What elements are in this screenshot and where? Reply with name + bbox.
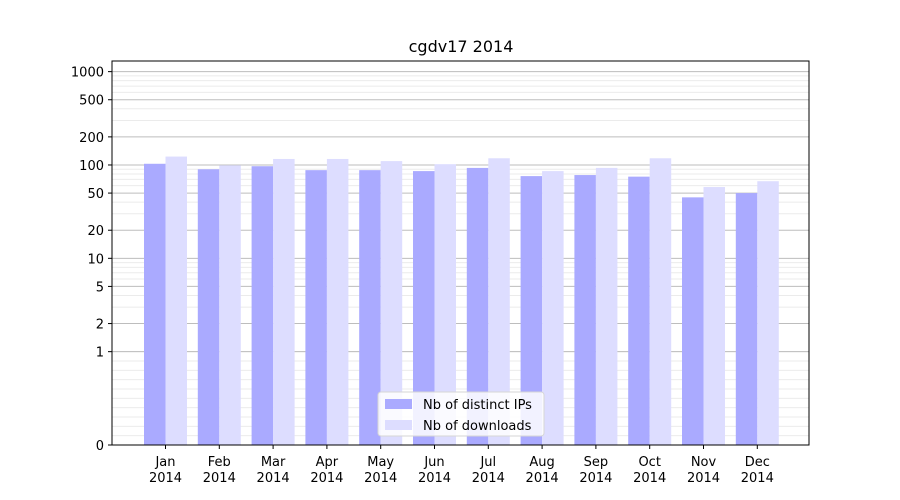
x-tick-label: Aug 2014 <box>526 455 559 486</box>
bar-downloads <box>219 165 241 446</box>
bar-downloads <box>757 181 779 446</box>
bars-layer <box>144 156 779 446</box>
legend-box <box>377 391 545 437</box>
x-axis: Jan 2014 Feb 2014 Mar 2014 Apr 2014 May 2014 Jun 20… <box>149 445 774 486</box>
y-tick-label: 500 <box>79 94 104 109</box>
y-tick-label: 50 <box>87 187 104 202</box>
bar-ips <box>520 176 543 445</box>
y-tick-label: 200 <box>79 131 104 146</box>
bar-downloads <box>434 164 456 445</box>
x-tick-label: Jun 2014 <box>418 455 451 486</box>
y-axis: 0 1 2 5 10 20 50 100 200 500 1000 <box>71 66 112 454</box>
bar-ips <box>305 170 327 445</box>
bar-ips <box>466 167 489 446</box>
legend-swatch <box>385 420 412 430</box>
bar-ips <box>144 163 166 446</box>
y-tick-label: 20 <box>87 224 104 239</box>
y-tick-label: 10 <box>87 252 104 267</box>
legend-swatch <box>385 399 412 409</box>
chart-title: cgdv17 2014 <box>409 37 514 56</box>
bar-ips <box>682 197 704 445</box>
x-tick-label: Apr 2014 <box>310 455 343 486</box>
bar-downloads <box>165 156 187 446</box>
bar-ips <box>197 169 220 446</box>
legend-label: Nb of downloads <box>423 419 532 434</box>
bar-ips <box>574 175 596 445</box>
bar-downloads <box>542 171 564 445</box>
bar-downloads <box>326 158 349 445</box>
bar-downloads <box>488 158 510 445</box>
y-tick-label: 2 <box>96 318 104 333</box>
bar-downloads <box>273 158 295 445</box>
x-tick-label: Oct 2014 <box>633 455 666 486</box>
y-tick-label: 100 <box>79 159 104 174</box>
y-tick-label: 0 <box>96 439 104 454</box>
x-tick-label: Nov 2014 <box>687 455 720 486</box>
x-tick-label: May 2014 <box>364 455 397 486</box>
x-tick-label: Dec 2014 <box>741 455 774 486</box>
x-tick-label: Mar 2014 <box>257 455 290 486</box>
x-tick-label: Jan 2014 <box>149 455 182 486</box>
x-tick-label: Sep 2014 <box>579 455 612 486</box>
legend-label: Nb of distinct IPs <box>423 398 532 413</box>
bar-ips <box>628 176 650 445</box>
y-tick-label: 5 <box>96 280 104 295</box>
bar-ips <box>359 170 381 445</box>
bar-downloads <box>380 161 403 446</box>
x-tick-label: Feb 2014 <box>203 455 236 486</box>
bar-downloads <box>649 158 672 445</box>
bar-ips <box>251 166 274 446</box>
bar-ips <box>413 171 435 445</box>
bar-downloads <box>703 187 725 445</box>
bar-downloads <box>595 167 618 446</box>
bar-ips <box>735 193 758 445</box>
x-tick-label: Jul 2014 <box>472 455 505 486</box>
y-tick-label: 1000 <box>71 66 104 81</box>
plot-frame <box>111 60 810 446</box>
legend: Nb of distinct IPs Nb of downloads <box>377 391 545 437</box>
y-tick-label: 1 <box>96 346 104 361</box>
